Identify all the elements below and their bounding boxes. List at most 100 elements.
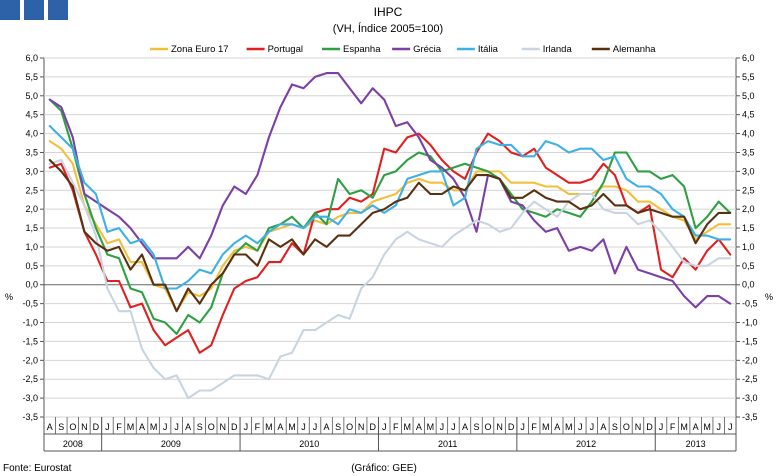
year-label: 2010 [299, 439, 319, 449]
month-label: D [231, 422, 238, 432]
y-tick-label-left: -2,5 [22, 374, 38, 384]
month-label: M [542, 422, 550, 432]
series-line-itália [48, 124, 732, 290]
month-label: J [105, 422, 110, 432]
y-tick-label-right: 4,0 [742, 129, 755, 139]
y-tick-label-left: -1,0 [22, 318, 38, 328]
y-tick-label-left: 5,0 [25, 91, 38, 101]
month-label: J [728, 422, 733, 432]
month-label: D [369, 422, 376, 432]
month-label: J [520, 422, 525, 432]
month-label: S [335, 422, 341, 432]
legend-label: Irlanda [543, 44, 573, 55]
month-label: A [139, 422, 145, 432]
month-label: O [208, 422, 215, 432]
month-label: S [473, 422, 479, 432]
month-label: A [324, 422, 330, 432]
month-label: J [313, 422, 318, 432]
month-label: D [646, 422, 653, 432]
y-tick-label-right: -3,0 [742, 393, 758, 403]
y-tick-label-left: -3,0 [22, 393, 38, 403]
legend-label: Alemanha [613, 44, 656, 55]
y-tick-label-right: 6,0 [742, 53, 755, 63]
y-tick-label-left: 1,0 [25, 242, 38, 252]
month-label: A [554, 422, 560, 432]
y-tick-label-right: -3,5 [742, 412, 758, 422]
month-label: D [508, 422, 515, 432]
y-tick-label-right: -0,5 [742, 299, 758, 309]
series-line-irlanda [48, 158, 732, 400]
month-label: N [358, 422, 365, 432]
month-label: N [496, 422, 503, 432]
month-label: J [301, 422, 306, 432]
y-tick-label-right: -2,5 [742, 374, 758, 384]
y-tick-label-left: 5,5 [25, 72, 38, 82]
month-label: F [531, 422, 537, 432]
y-tick-label-left: -0,5 [22, 299, 38, 309]
month-label: O [69, 422, 76, 432]
y-tick-label-right: 0,5 [742, 261, 755, 271]
y-tick-label-left: 4,5 [25, 110, 38, 120]
y-tick-label-right: 5,5 [742, 72, 755, 82]
month-label: N [220, 422, 227, 432]
month-label: M [127, 422, 135, 432]
y-tick-label-left: 3,5 [25, 147, 38, 157]
y-tick-label-right: 0,0 [742, 280, 755, 290]
month-label: J [451, 422, 456, 432]
month-label: M [680, 422, 688, 432]
y-tick-label-left: 1,5 [25, 223, 38, 233]
series-line-portugal [48, 132, 732, 354]
month-label: J [716, 422, 721, 432]
source-note: Fonte: Eurostat [3, 463, 72, 474]
y-axis-right-ticks: -3,5 -3,0 -2,5 -2,0 -1,5 -1,0 -0,5 0,0 0,5 1,0 1,5… [736, 53, 758, 422]
y-tick-label-right: -2,0 [742, 355, 758, 365]
month-label: A [600, 422, 606, 432]
y-tick-label-right: -1,5 [742, 336, 758, 346]
y-tick-label-right: -1,0 [742, 318, 758, 328]
year-label: 2008 [63, 439, 83, 449]
y-tick-label-left: -2,0 [22, 355, 38, 365]
y-tick-label-right: 1,0 [742, 242, 755, 252]
y-tick-label-right: 5,0 [742, 91, 755, 101]
legend-label: Itália [478, 44, 499, 55]
month-label: S [197, 422, 203, 432]
y-tick-label-right: 3,0 [742, 166, 755, 176]
month-label: F [116, 422, 122, 432]
month-label: M [565, 422, 573, 432]
series-line-zona-euro-17 [48, 140, 732, 313]
month-label: A [416, 422, 422, 432]
y-axis-left-label: % [5, 292, 13, 302]
y-axis-right-label: % [765, 292, 773, 302]
month-label: A [693, 422, 699, 432]
y-tick-label-right: 2,5 [742, 185, 755, 195]
y-tick-label-left: 4,0 [25, 129, 38, 139]
month-label: J [578, 422, 583, 432]
month-label: O [623, 422, 630, 432]
y-tick-label-left: 0,5 [25, 261, 38, 271]
series-line-grécia [48, 72, 732, 309]
month-label: F [393, 422, 399, 432]
series-line-espanha [48, 98, 732, 335]
month-label: F [255, 422, 261, 432]
month-label: M [288, 422, 296, 432]
month-label: A [47, 422, 53, 432]
month-label: S [612, 422, 618, 432]
y-tick-label-left: -1,5 [22, 336, 38, 346]
month-label: O [346, 422, 353, 432]
y-tick-label-left: 6,0 [25, 53, 38, 63]
y-axis-left-ticks: -3,5 -3,0 -2,5 -2,0 -1,5 -1,0 -0,5 0,0 0,5 1,0 1,5… [22, 53, 44, 422]
year-label: 2009 [161, 439, 181, 449]
month-label: J [174, 422, 179, 432]
y-tick-label-right: 1,5 [742, 223, 755, 233]
month-label: N [635, 422, 642, 432]
month-label: N [81, 422, 88, 432]
legend-label: Zona Euro 17 [171, 44, 229, 55]
month-label: J [244, 422, 249, 432]
month-label: M [265, 422, 273, 432]
chart-title: IHPC [374, 5, 403, 19]
month-label: J [590, 422, 595, 432]
year-label: 2012 [576, 439, 596, 449]
y-tick-label-right: 3,5 [742, 147, 755, 157]
